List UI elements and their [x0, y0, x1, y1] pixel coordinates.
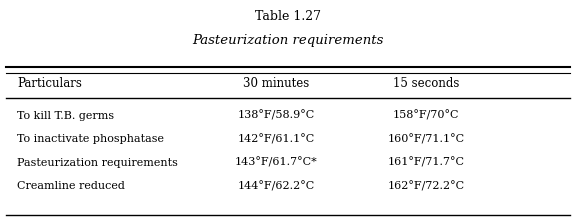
Text: Particulars: Particulars: [17, 77, 82, 90]
Text: 160°F/71.1°C: 160°F/71.1°C: [388, 134, 465, 144]
Text: To kill T.B. germs: To kill T.B. germs: [17, 110, 115, 121]
Text: Pasteurization requirements: Pasteurization requirements: [192, 34, 384, 47]
Text: Pasteurization requirements: Pasteurization requirements: [17, 158, 178, 168]
Text: To inactivate phosphatase: To inactivate phosphatase: [17, 134, 164, 144]
Text: Creamline reduced: Creamline reduced: [17, 181, 125, 191]
Text: 161°F/71.7°C: 161°F/71.7°C: [388, 157, 465, 168]
Text: 142°F/61.1°C: 142°F/61.1°C: [238, 134, 315, 144]
Text: 138°F/58.9°C: 138°F/58.9°C: [238, 110, 315, 121]
Text: 158°F/70°C: 158°F/70°C: [393, 110, 460, 121]
Text: 30 minutes: 30 minutes: [243, 77, 310, 90]
Text: Table 1.27: Table 1.27: [255, 10, 321, 23]
Text: 162°F/72.2°C: 162°F/72.2°C: [388, 181, 465, 191]
Text: 144°F/62.2°C: 144°F/62.2°C: [238, 181, 315, 191]
Text: 15 seconds: 15 seconds: [393, 77, 460, 90]
Text: 143°F/61.7°C*: 143°F/61.7°C*: [235, 157, 318, 168]
